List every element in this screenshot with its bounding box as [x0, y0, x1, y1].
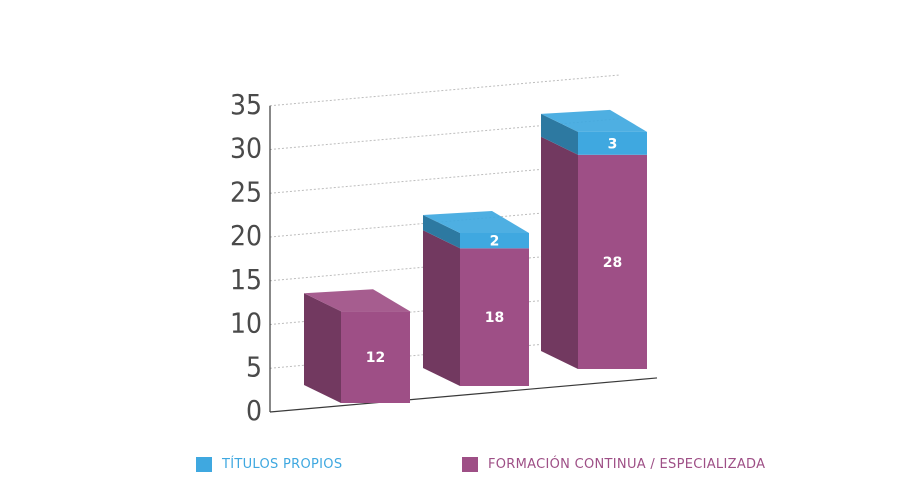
y-tick-label: 5 — [246, 350, 262, 383]
bar-data-label: 3 — [608, 136, 618, 152]
legend-label-formacion-continua: FORMACIÓN CONTINUA / ESPECIALIZADA — [488, 456, 766, 472]
y-axis-ticks: 0 5 10 15 20 25 30 35 — [230, 88, 262, 427]
legend-item-formacion-continua: FORMACIÓN CONTINUA / ESPECIALIZADA — [462, 455, 765, 473]
y-tick-label: 10 — [230, 307, 262, 340]
bars: 12 18 2 28 3 — [304, 109, 647, 403]
bar-group: 18 2 — [423, 211, 529, 386]
bar-group: 28 3 — [541, 109, 647, 369]
legend-swatch-titulos-propios — [196, 456, 212, 472]
bar-segment — [578, 154, 647, 369]
bar-segment — [460, 233, 529, 249]
bar-side-face — [541, 113, 578, 155]
bar-segment — [578, 131, 647, 155]
bar-side-face — [423, 230, 460, 386]
bar-group: 12 — [304, 289, 410, 403]
bar-data-label: 28 — [603, 255, 622, 271]
bar-segment — [460, 248, 529, 386]
y-tick-label: 15 — [230, 263, 262, 296]
bar-data-label: 18 — [485, 310, 504, 326]
bar-side-face — [304, 293, 341, 403]
bar-side-face — [423, 215, 460, 249]
y-tick-label: 0 — [246, 394, 262, 427]
legend-label-titulos-propios: TÍTULOS PROPIOS — [222, 456, 343, 472]
y-tick-label: 30 — [230, 132, 262, 165]
bar-segment — [341, 311, 410, 403]
y-tick-label: 20 — [230, 219, 262, 252]
axes — [269, 105, 658, 413]
x-axis-line — [269, 377, 658, 413]
gridline — [269, 74, 621, 107]
y-tick-label: 25 — [230, 175, 262, 208]
bar-side-face — [541, 136, 578, 369]
legend-item-titulos-propios: TÍTULOS PROPIOS — [196, 455, 342, 473]
bar-top-face — [423, 211, 529, 233]
legend-swatch-formacion-continua — [462, 456, 478, 472]
bar-data-label: 12 — [366, 350, 385, 366]
bar-top-face — [304, 289, 410, 312]
bar-data-label: 2 — [490, 234, 500, 250]
bar-top-face — [541, 109, 647, 132]
y-tick-label: 35 — [230, 88, 262, 121]
